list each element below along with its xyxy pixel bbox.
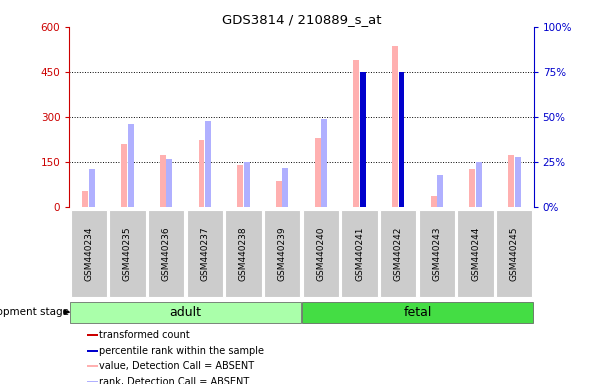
Text: percentile rank within the sample: percentile rank within the sample [99,346,264,356]
Text: adult: adult [169,306,201,319]
Text: value, Detection Call = ABSENT: value, Detection Call = ABSENT [99,361,254,371]
Bar [476,162,482,207]
Bar [514,157,520,207]
Text: GSM440234: GSM440234 [84,226,93,281]
Text: GSM440244: GSM440244 [471,226,480,281]
Text: GSM440240: GSM440240 [317,226,326,281]
Bar [321,119,327,207]
FancyBboxPatch shape [303,210,339,297]
Text: transformed count: transformed count [99,330,190,340]
FancyBboxPatch shape [341,210,377,297]
FancyBboxPatch shape [109,210,145,297]
FancyBboxPatch shape [458,210,494,297]
Bar [83,191,89,207]
FancyBboxPatch shape [70,302,301,323]
Bar [198,140,204,207]
Text: rank, Detection Call = ABSENT: rank, Detection Call = ABSENT [99,377,250,384]
Text: GSM440241: GSM440241 [355,226,364,281]
Bar [87,381,98,382]
FancyBboxPatch shape [380,210,417,297]
Text: GSM440242: GSM440242 [394,226,403,281]
FancyBboxPatch shape [264,210,300,297]
Bar [392,46,398,207]
Bar [353,60,359,207]
Bar [128,124,134,207]
FancyBboxPatch shape [496,210,532,297]
Text: development stage: development stage [0,307,69,317]
Text: GSM440243: GSM440243 [432,226,441,281]
Text: fetal: fetal [403,306,432,319]
Bar [399,76,405,207]
Bar [87,365,98,367]
Bar [166,159,172,207]
FancyBboxPatch shape [418,210,455,297]
Bar [437,175,443,207]
Bar [360,72,366,207]
FancyBboxPatch shape [148,210,185,297]
Bar [205,121,211,207]
FancyBboxPatch shape [226,210,262,297]
Bar [87,350,98,351]
FancyBboxPatch shape [302,302,533,323]
Bar [276,181,282,207]
Bar [121,144,127,207]
Bar [360,74,366,207]
Bar [399,72,405,207]
Title: GDS3814 / 210889_s_at: GDS3814 / 210889_s_at [222,13,381,26]
Text: GSM440236: GSM440236 [162,226,171,281]
Bar [89,169,95,207]
Bar [315,137,321,207]
Text: GSM440245: GSM440245 [510,226,519,281]
Bar [237,165,243,207]
Bar [431,196,437,207]
FancyBboxPatch shape [186,210,223,297]
Bar [508,155,514,207]
Bar [244,162,250,207]
FancyBboxPatch shape [71,210,107,297]
Bar [87,334,98,336]
Text: GSM440235: GSM440235 [123,226,132,281]
Text: GSM440238: GSM440238 [239,226,248,281]
Bar [469,169,475,207]
Bar [160,155,166,207]
Bar [282,168,288,207]
Text: GSM440237: GSM440237 [200,226,209,281]
Text: GSM440239: GSM440239 [277,226,286,281]
